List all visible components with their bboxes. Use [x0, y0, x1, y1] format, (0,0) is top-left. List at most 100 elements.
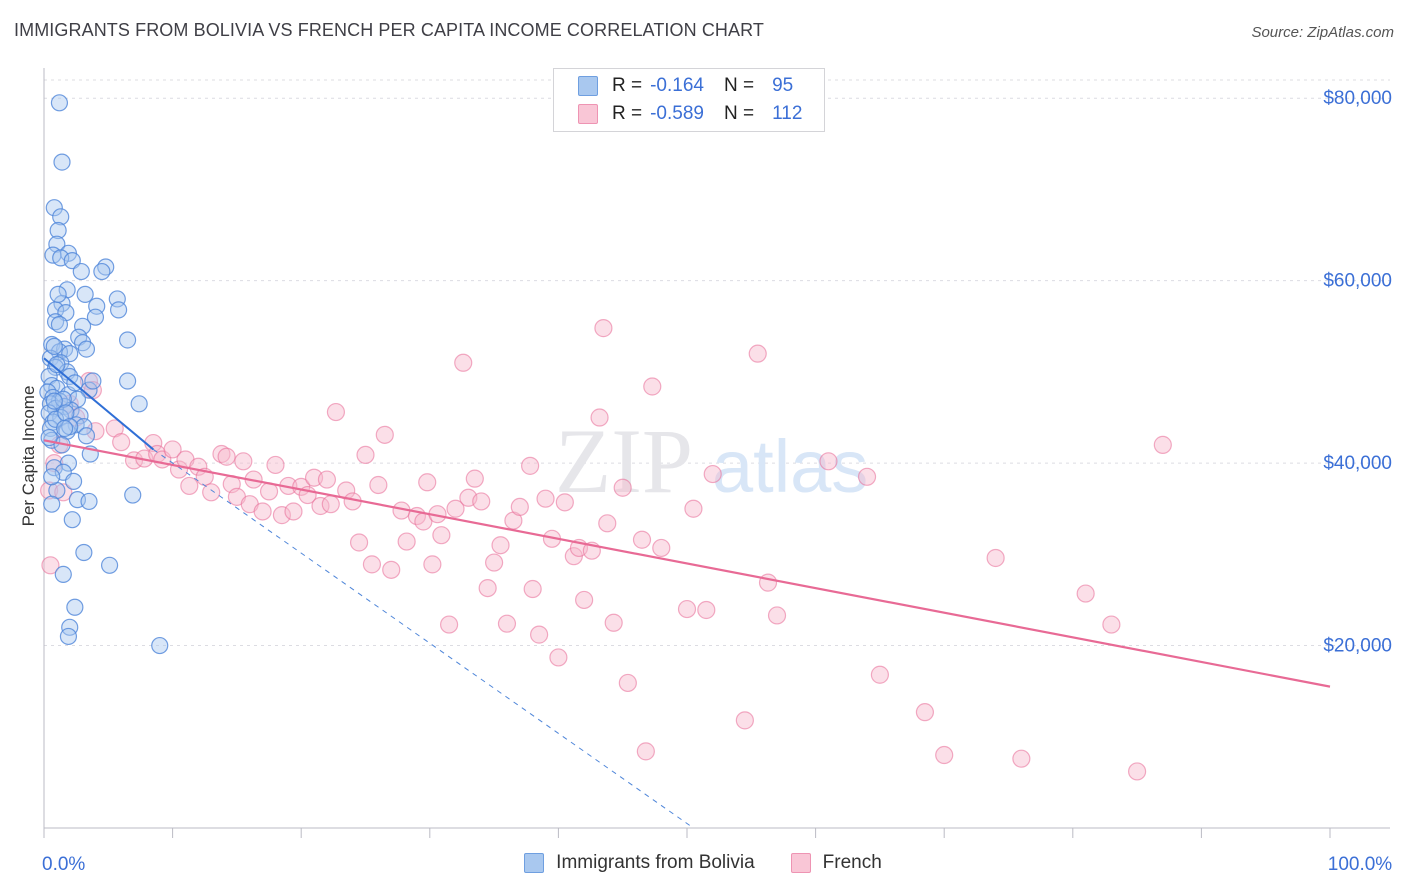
legend-label-french: French	[822, 852, 882, 873]
french-point	[536, 489, 555, 508]
bolivia-point	[46, 410, 65, 428]
french-point	[234, 452, 253, 471]
bolivia-point	[64, 472, 83, 490]
french-point	[41, 556, 60, 575]
french-point	[523, 579, 542, 599]
french-point	[636, 742, 655, 761]
french-point	[397, 532, 416, 551]
bolivia-point	[80, 492, 98, 511]
french-point	[446, 499, 465, 518]
bolivia-point	[45, 199, 63, 217]
french-trend-line	[43, 439, 1331, 688]
x-tick-label: 100.0%	[1328, 854, 1393, 875]
bolivia-point	[124, 486, 142, 504]
y-tick-label: $80,000	[1323, 88, 1392, 109]
french-point	[643, 377, 662, 396]
tick-labels: $20,000 $40,000 $60,000 $80,000 0.0% 100.0%	[42, 88, 1392, 875]
french-point	[590, 408, 609, 427]
bolivia-point	[93, 262, 111, 281]
french-point	[703, 464, 722, 484]
series-legend: Immigrants from Bolivia French	[0, 852, 1406, 874]
bolivia-point	[118, 372, 137, 390]
bolivia-point	[43, 431, 61, 449]
legend-r-label: R =	[612, 75, 643, 96]
bolivia-point	[75, 543, 93, 562]
french-point	[317, 470, 337, 489]
bolivia-point	[109, 301, 128, 319]
french-point	[478, 578, 497, 598]
bolivia-point	[43, 468, 61, 486]
french-point	[79, 371, 99, 391]
axes	[43, 68, 1390, 838]
french-point	[362, 555, 382, 574]
bolivia-point	[48, 356, 66, 374]
french-point	[54, 483, 73, 502]
legend-n-label: N =	[723, 103, 755, 124]
french-point	[212, 444, 231, 464]
french-point	[454, 353, 473, 372]
french-point	[521, 456, 540, 475]
bolivia-point	[61, 618, 79, 636]
french-point	[870, 665, 890, 684]
french-point	[253, 502, 272, 521]
bolivia-point	[86, 308, 105, 326]
grid-lines	[44, 79, 1390, 647]
x-tick-label: 0.0%	[42, 854, 85, 875]
french-point	[284, 502, 303, 521]
bolivia-point	[55, 340, 74, 358]
french-point	[497, 614, 517, 633]
french-points	[40, 319, 1172, 781]
legend-item-bolivia: Immigrants from Bolivia	[524, 852, 755, 874]
french-point	[369, 475, 388, 495]
french-point	[326, 402, 346, 422]
french-point	[356, 445, 375, 465]
french-point	[86, 422, 105, 441]
stats-legend: R = -0.164 N = 95 R = -0.589 N = 112	[553, 68, 825, 132]
french-point	[652, 538, 671, 558]
french-point	[915, 703, 935, 722]
bolivia-point	[118, 331, 137, 349]
watermark-zip: ZIP	[555, 410, 693, 512]
french-point	[1127, 762, 1147, 781]
bolivia-trend-line	[43, 357, 154, 451]
bolivia-point	[66, 598, 84, 616]
french-point	[217, 447, 236, 466]
french-point	[735, 711, 754, 730]
legend-row-french: R = -0.589 N = 112	[578, 101, 802, 127]
french-point	[349, 533, 369, 552]
french-point	[748, 344, 767, 363]
legend-swatch-french	[578, 104, 598, 124]
bolivia-point	[45, 392, 63, 410]
bolivia-point	[50, 94, 69, 112]
legend-n-value: 95	[772, 75, 794, 96]
french-point	[272, 506, 292, 525]
legend-swatch-bolivia	[524, 853, 545, 873]
legend-r-label: R =	[612, 103, 643, 124]
french-point	[575, 590, 594, 610]
french-point	[202, 483, 221, 502]
bolivia-point	[72, 262, 90, 281]
trend-lines	[43, 357, 1331, 829]
bolivia-point	[77, 340, 96, 358]
bolivia-point	[61, 345, 79, 363]
bolivia-point	[59, 627, 78, 646]
legend-n-label: N =	[723, 75, 755, 96]
french-point	[935, 745, 954, 765]
french-point	[1153, 435, 1172, 454]
french-point	[555, 493, 574, 512]
french-point	[549, 648, 568, 667]
y-axis-label: Per Capita Income	[19, 386, 38, 527]
y-tick-label: $20,000	[1323, 636, 1392, 657]
french-point	[613, 478, 632, 497]
french-point	[266, 455, 285, 475]
bolivia-point	[45, 337, 63, 355]
bolivia-point	[151, 636, 169, 655]
french-point	[45, 454, 64, 473]
watermark-atlas: atlas	[712, 425, 868, 508]
french-point	[180, 476, 199, 496]
french-point	[684, 499, 703, 518]
french-point	[677, 599, 697, 619]
bolivia-point	[53, 294, 71, 313]
bolivia-points	[39, 94, 169, 655]
french-point	[1102, 615, 1121, 634]
